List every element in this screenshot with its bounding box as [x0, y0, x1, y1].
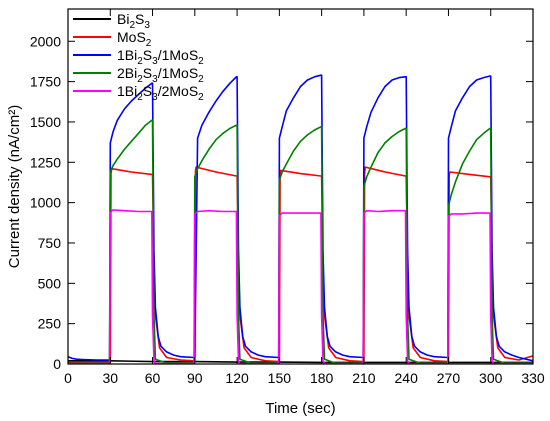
- x-tick-label: 330: [521, 370, 545, 386]
- x-tick-label: 90: [187, 370, 203, 386]
- y-tick-label: 1250: [30, 154, 61, 170]
- x-axis-title: Time (sec): [265, 400, 335, 417]
- x-tick-label: 240: [395, 370, 419, 386]
- x-tick-label: 210: [352, 370, 376, 386]
- y-tick-label: 1000: [30, 195, 61, 211]
- y-tick-label: 500: [38, 275, 62, 291]
- series-line-0: [68, 360, 533, 364]
- legend-label-4: 1Bi2​S3​/2MoS2​: [117, 83, 204, 103]
- plot-frame: [67, 8, 534, 365]
- y-tick-label: 1750: [30, 74, 61, 90]
- legend-label-0: Bi2​S3​: [117, 11, 150, 31]
- y-tick-label: 1500: [30, 114, 61, 130]
- y-tick-label: 2000: [30, 33, 61, 49]
- y-tick-label: 750: [38, 235, 62, 251]
- x-tick-label: 150: [268, 370, 292, 386]
- x-tick-label: 180: [310, 370, 334, 386]
- x-tick-label: 300: [479, 370, 503, 386]
- y-tick-label: 250: [38, 316, 62, 332]
- y-axis-title: Current density (nA/cm²): [6, 105, 23, 268]
- x-tick-label: 270: [437, 370, 461, 386]
- y-tick-label: 0: [53, 356, 61, 372]
- ticks-layer: 0 30 60 90 120 150 180 210 240 270 300 330 0 250 500 75…: [30, 9, 545, 386]
- legend-label-3: 2Bi2​S3​/1MoS2​: [117, 65, 204, 85]
- series-line-3: [68, 119, 533, 364]
- series-line-4: [68, 209, 533, 365]
- x-tick-label: 0: [64, 370, 72, 386]
- series-layer: [67, 74, 534, 365]
- x-tick-label: 30: [102, 370, 118, 386]
- legend-label-1: MoS2​: [117, 29, 152, 49]
- x-tick-label: 60: [145, 370, 161, 386]
- legend-label-2: 1Bi2​S3​/1MoS2​: [117, 47, 204, 67]
- legend: Bi2​S3​MoS2​1Bi2​S3​/1MoS2​2Bi2​S3​/1MoS…: [73, 11, 204, 103]
- x-tick-label: 120: [225, 370, 249, 386]
